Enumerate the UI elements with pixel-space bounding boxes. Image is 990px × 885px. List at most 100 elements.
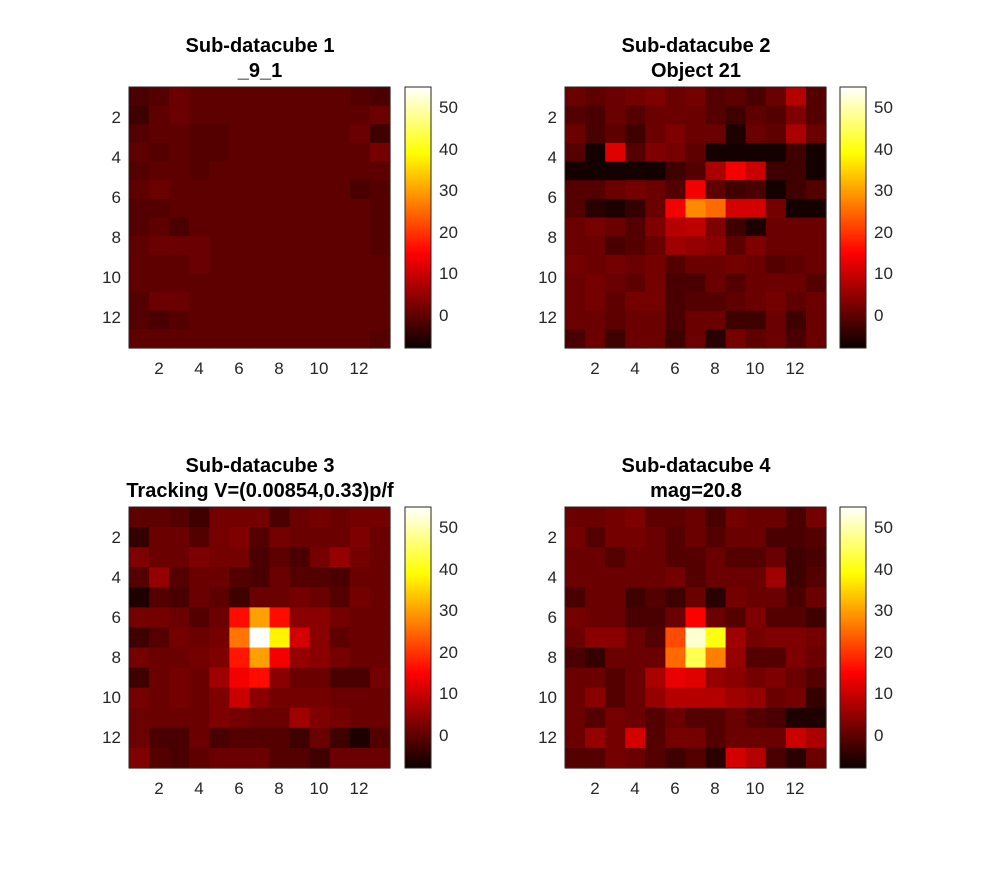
heatmap-cell — [705, 687, 727, 709]
heatmap-cell — [249, 236, 271, 256]
heatmap-cell — [269, 124, 291, 144]
heatmap-cell — [209, 161, 230, 181]
heatmap-cell — [805, 567, 827, 588]
heatmap-cell — [309, 217, 331, 237]
heatmap-cell — [745, 587, 767, 608]
heatmap-cell — [785, 273, 807, 293]
heatmap-cell — [585, 707, 606, 729]
heatmap-cell — [229, 87, 251, 107]
subplot-2-ytick-label: 6 — [548, 188, 557, 207]
heatmap-cell — [169, 687, 190, 709]
heatmap-cell — [805, 217, 827, 237]
heatmap-cell — [605, 527, 626, 548]
heatmap-cell — [665, 587, 687, 608]
subplot-3-xtick-label: 2 — [154, 779, 163, 798]
heatmap-cell — [369, 707, 391, 729]
heatmap-cell — [329, 329, 351, 349]
heatmap-cell — [229, 329, 251, 349]
heatmap-cell — [329, 254, 351, 275]
subplot-2-ytick-label: 8 — [548, 228, 557, 247]
heatmap-cell — [585, 607, 606, 629]
heatmap-cell — [309, 547, 331, 568]
heatmap-cell — [189, 547, 210, 568]
heatmap-cell — [725, 747, 747, 769]
heatmap-cell — [149, 236, 170, 256]
heatmap-cell — [229, 310, 251, 330]
heatmap-cell — [129, 607, 150, 629]
heatmap-cell — [309, 647, 331, 669]
heatmap-cell — [149, 329, 170, 349]
heatmap-cell — [209, 687, 230, 709]
heatmap-cell — [585, 667, 606, 689]
heatmap-cell — [189, 627, 210, 649]
subplot-4: Sub-datacube 4 mag=20.8 2 4 6 8 10 12 2 … — [538, 455, 893, 798]
subplot-1-colorbar-tick: 30 — [439, 181, 458, 200]
heatmap-cell — [329, 124, 351, 144]
heatmap-cell — [129, 727, 150, 749]
heatmap-cell — [309, 198, 331, 219]
heatmap-cell — [665, 87, 687, 107]
heatmap-cell — [625, 217, 646, 237]
subplot-3-colorbar-tick: 30 — [439, 601, 458, 620]
heatmap-cell — [309, 527, 331, 548]
heatmap-cell — [229, 607, 251, 629]
heatmap-cell — [329, 217, 351, 237]
heatmap-cell — [745, 254, 767, 275]
heatmap-cell — [605, 236, 626, 256]
heatmap-cell — [269, 687, 291, 709]
heatmap-cell — [169, 647, 190, 669]
heatmap-cell — [705, 87, 727, 107]
heatmap-cell — [329, 547, 351, 568]
heatmap-cell — [565, 527, 586, 548]
heatmap-cell — [765, 587, 787, 608]
heatmap-cell — [269, 707, 291, 729]
heatmap-cell — [765, 727, 787, 749]
heatmap-cell — [745, 687, 767, 709]
heatmap-cell — [605, 180, 626, 200]
heatmap-cell — [289, 87, 311, 107]
heatmap-cell — [745, 310, 767, 330]
heatmap-cell — [349, 567, 371, 588]
heatmap-cell — [349, 180, 371, 200]
heatmap-cell — [189, 142, 210, 163]
heatmap-cell — [149, 627, 170, 649]
heatmap-cell — [725, 198, 747, 219]
subplot-4-x-ticks: 2 4 6 8 10 12 — [590, 779, 804, 798]
heatmap-cell — [665, 217, 687, 237]
heatmap-cell — [369, 747, 391, 769]
heatmap-cell — [785, 124, 807, 144]
heatmap-cell — [625, 727, 646, 749]
heatmap-cell — [605, 647, 626, 669]
heatmap-cell — [645, 217, 666, 237]
heatmap-cell — [605, 217, 626, 237]
heatmap-cell — [625, 647, 646, 669]
heatmap-cell — [249, 124, 271, 144]
heatmap-cell — [625, 329, 646, 349]
heatmap-cell — [229, 161, 251, 181]
heatmap-cell — [129, 273, 150, 293]
heatmap-cell — [289, 747, 311, 769]
heatmap-cell — [665, 292, 687, 312]
subplot-3-ytick-label: 6 — [112, 608, 121, 627]
subplot-1-colorbar-tick: 40 — [439, 140, 458, 159]
heatmap-cell — [805, 747, 827, 769]
heatmap-cell — [369, 567, 391, 588]
heatmap-cell — [725, 667, 747, 689]
subplot-3-ytick-label: 12 — [102, 728, 121, 747]
heatmap-cell — [269, 217, 291, 237]
heatmap-cell — [249, 707, 271, 729]
heatmap-cell — [645, 142, 666, 163]
heatmap-cell — [309, 236, 331, 256]
heatmap-cell — [369, 687, 391, 709]
heatmap-cell — [745, 567, 767, 588]
heatmap-cell — [269, 607, 291, 629]
heatmap-cell — [169, 567, 190, 588]
heatmap-cell — [725, 587, 747, 608]
heatmap-cell — [249, 587, 271, 608]
heatmap-cell — [229, 124, 251, 144]
heatmap-cell — [209, 292, 230, 312]
heatmap-cell — [565, 310, 586, 330]
heatmap-cell — [289, 180, 311, 200]
heatmap-cell — [585, 527, 606, 548]
